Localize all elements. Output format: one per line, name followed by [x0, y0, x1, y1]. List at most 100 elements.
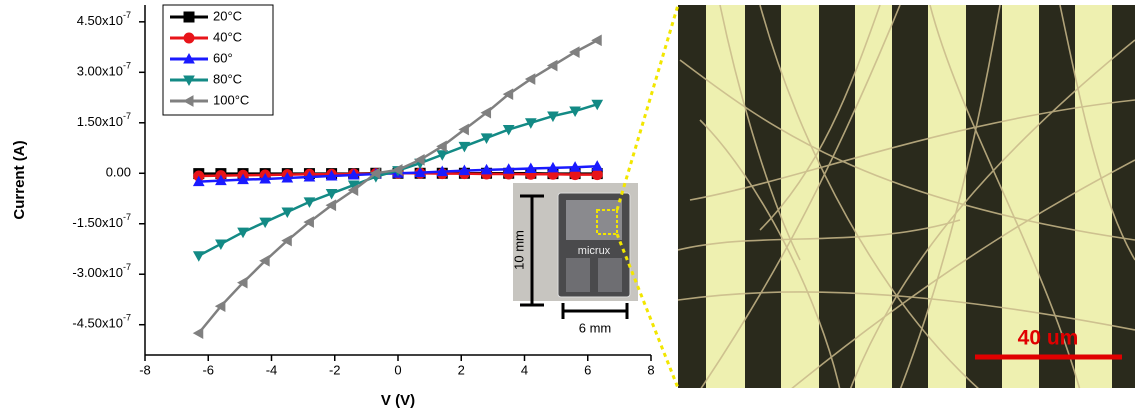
point [192, 251, 205, 262]
point [480, 106, 492, 119]
x-tick-label: -4 [266, 362, 278, 377]
point [414, 166, 426, 178]
point [325, 199, 337, 212]
point [303, 216, 314, 228]
legend-label: 60° [213, 50, 233, 65]
y-tick-label: 1.50x10-7 [77, 111, 131, 129]
width-label: 6 mm [579, 320, 612, 335]
y-tick-label-exponent: -7 [123, 212, 131, 222]
legend-marker [183, 32, 195, 44]
zoom-line [615, 233, 680, 389]
y-tick-label: -3.00x10-7 [72, 263, 131, 281]
y-tick-label: 0.00 [106, 165, 131, 180]
x-tick-label: -2 [329, 362, 341, 377]
point [347, 184, 359, 196]
x-tick-label: 2 [458, 362, 465, 377]
x-tick-label: 4 [521, 362, 528, 377]
point [281, 207, 294, 219]
legend-marker [183, 52, 195, 64]
point [591, 160, 604, 171]
y-tick-label: -4.50x10-7 [72, 313, 131, 331]
height-label: 10 mm [511, 230, 526, 270]
x-tick-label: 6 [584, 362, 591, 377]
x-tick-label: -8 [139, 362, 151, 377]
point [591, 34, 602, 47]
legend-label: 40°C [213, 29, 242, 44]
point [591, 169, 603, 181]
highlight-box [596, 209, 618, 235]
point [237, 173, 249, 185]
point [259, 254, 270, 267]
point [347, 168, 360, 180]
legend-label: 80°C [213, 71, 242, 86]
point [192, 327, 204, 339]
y-tick-label-mantissa: 4.50x10 [77, 13, 123, 28]
point [192, 175, 205, 187]
legend-marker [183, 75, 195, 87]
legend-label: 100°C [213, 92, 249, 107]
point [591, 99, 604, 111]
y-tick-label: 4.50x10-7 [77, 10, 131, 28]
x-tick-label: 0 [394, 362, 401, 377]
nanofibers [678, 5, 1135, 388]
chip-brand: micrux [578, 245, 611, 257]
point [502, 125, 515, 136]
point [259, 172, 272, 184]
point [369, 167, 381, 180]
point [215, 239, 227, 250]
point [214, 300, 226, 313]
scale-label: 40 um [1018, 327, 1079, 350]
y-tick-label-mantissa: -3.00x10 [72, 266, 123, 281]
point [524, 118, 537, 129]
micrograph: 40 um [678, 5, 1135, 388]
chip-pad [566, 258, 590, 292]
point [458, 141, 471, 153]
y-tick-label-mantissa: -1.50x10 [72, 215, 123, 230]
point [547, 111, 559, 123]
y-tick-label-mantissa: 1.50x10 [77, 114, 123, 129]
point [259, 217, 272, 229]
y-tick-label-exponent: -7 [123, 313, 131, 323]
y-tick-label: 3.00x10-7 [77, 61, 131, 79]
point [524, 162, 537, 174]
point [480, 133, 493, 144]
point [436, 150, 449, 161]
point [569, 161, 581, 172]
point [569, 106, 581, 118]
y-tick-label-exponent: -7 [123, 111, 131, 121]
point [414, 153, 425, 166]
point [215, 174, 227, 186]
y-tick-label-exponent: -7 [123, 61, 131, 71]
point [391, 164, 403, 176]
point [303, 170, 316, 182]
point [458, 164, 471, 176]
x-axis-title: V (V) [381, 392, 415, 409]
point [569, 46, 580, 58]
y-tick-label-mantissa: 0.00 [106, 165, 131, 180]
y-tick-label-exponent: -7 [123, 10, 131, 20]
x-tick-label: -6 [202, 362, 214, 377]
inset-photo: micrux 10 mm 6 mm [511, 183, 638, 335]
x-tick-label: 8 [647, 362, 654, 377]
chip-electrode [566, 200, 622, 240]
point [547, 161, 559, 173]
point [325, 169, 338, 181]
y-tick-label-mantissa: -4.50x10 [72, 316, 123, 331]
point [502, 163, 515, 174]
point [325, 188, 338, 200]
point [237, 276, 248, 289]
point [436, 165, 449, 177]
point [546, 59, 558, 72]
legend-label: 20°C [213, 8, 242, 23]
point [281, 171, 294, 183]
y-tick-label: -1.50x10-7 [72, 212, 131, 230]
point [458, 123, 469, 136]
y-axis-title: Current (A) [11, 140, 28, 219]
point [524, 73, 536, 85]
point [303, 197, 316, 208]
point [502, 88, 514, 101]
point [436, 140, 447, 153]
y-tick-label-mantissa: 3.00x10 [77, 64, 123, 79]
legend-marker [182, 95, 194, 107]
